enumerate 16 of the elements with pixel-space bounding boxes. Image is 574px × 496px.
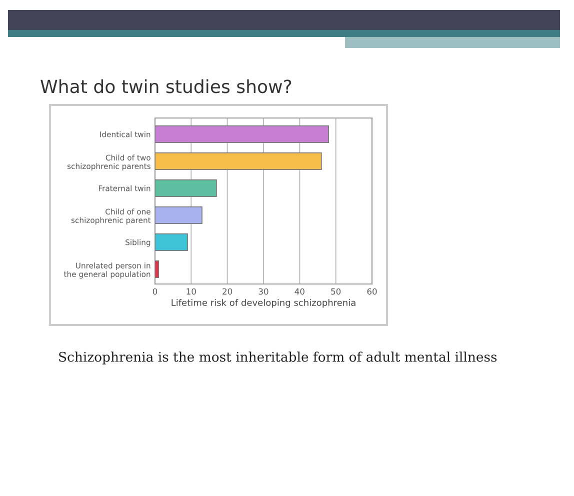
bar: [155, 152, 322, 170]
x-axis-title: Lifetime risk of developing schizophrenia: [172, 299, 356, 308]
x-tick-label: 0: [152, 288, 158, 295]
bar: [155, 125, 330, 143]
bar: [155, 206, 202, 224]
chart-title: What do twin studies show?: [40, 79, 292, 94]
x-tick-label: 30: [258, 288, 268, 295]
x-tick-label: 20: [222, 288, 232, 295]
x-tick-label: 60: [367, 288, 377, 295]
x-tick-label: 50: [331, 288, 341, 295]
bar: [155, 260, 160, 278]
x-tick-label: 40: [294, 288, 304, 295]
text: Schizophrenia is the most inheritable form of adult mental illness: [59, 352, 497, 364]
bar: [155, 179, 217, 197]
bar: [155, 233, 188, 251]
x-tick-label: 10: [186, 288, 196, 295]
